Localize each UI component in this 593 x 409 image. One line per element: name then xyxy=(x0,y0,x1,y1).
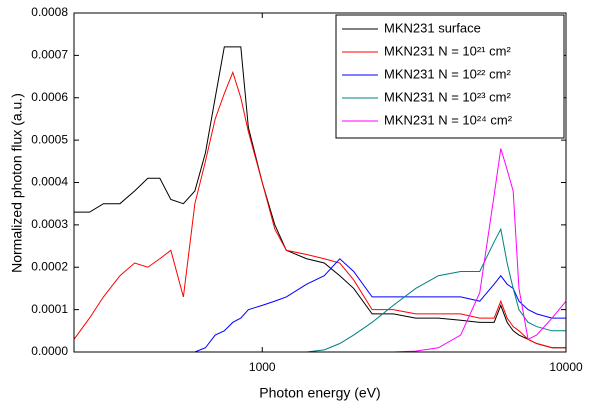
legend-label: MKN231 N = 10²⁴ cm² xyxy=(384,112,513,127)
legend-label: MKN231 N = 10²¹ cm² xyxy=(384,43,511,58)
x-tick-label: 10000 xyxy=(549,360,583,374)
y-tick-label: 0.0005 xyxy=(31,132,68,146)
plot-frame xyxy=(73,12,567,353)
series-line xyxy=(74,46,566,349)
legend-label: MKN231 N = 10²² cm² xyxy=(384,66,511,81)
y-tick-label: 0.0002 xyxy=(31,259,68,273)
y-tick-label: 0.0006 xyxy=(31,90,68,104)
y-tick-label: 0.0000 xyxy=(31,344,68,358)
y-tick-label: 0.0008 xyxy=(31,5,68,19)
legend-label: MKN231 surface xyxy=(384,20,481,35)
y-tick-label: 0.0003 xyxy=(31,217,68,231)
x-axis-title: Photon energy (eV) xyxy=(259,385,380,401)
legend-label: MKN231 N = 10²³ cm² xyxy=(384,89,511,104)
x-tick-label: 1000 xyxy=(249,360,276,374)
series-line xyxy=(74,227,566,353)
y-tick-label: 0.0004 xyxy=(31,175,68,189)
y-tick-label: 0.0007 xyxy=(31,48,68,62)
series-line xyxy=(74,148,567,353)
legend: MKN231 surface MKN231 N = 10²¹ cm² MKN231 … xyxy=(335,14,565,139)
legend-box xyxy=(335,14,565,139)
y-axis-title: Normalized photon flux (a.u.) xyxy=(9,93,25,273)
series-line xyxy=(74,258,566,353)
series-line xyxy=(73,70,566,349)
y-tick-label: 0.0001 xyxy=(31,302,68,316)
